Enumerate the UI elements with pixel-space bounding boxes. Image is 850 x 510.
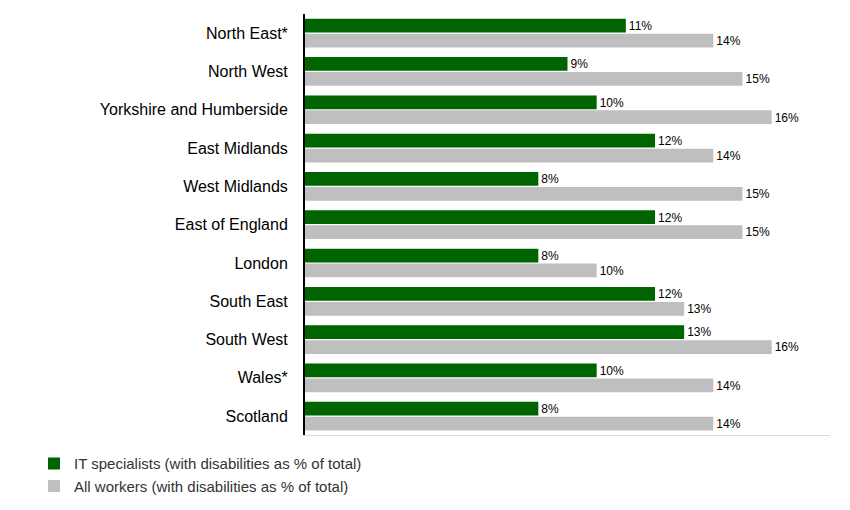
svg-text:Scotland: Scotland — [226, 408, 288, 425]
svg-text:16%: 16% — [775, 340, 799, 354]
svg-text:10%: 10% — [600, 96, 624, 110]
svg-text:15%: 15% — [746, 225, 770, 239]
svg-text:14%: 14% — [716, 34, 740, 48]
svg-text:10%: 10% — [600, 364, 624, 378]
svg-text:South East: South East — [210, 293, 289, 310]
svg-text:East Midlands: East Midlands — [187, 140, 288, 157]
svg-text:West Midlands: West Midlands — [183, 178, 288, 195]
svg-text:12%: 12% — [658, 134, 682, 148]
svg-text:8%: 8% — [541, 249, 559, 263]
svg-text:Yorkshire and Humberside: Yorkshire and Humberside — [100, 101, 288, 118]
svg-text:8%: 8% — [541, 172, 559, 186]
svg-text:12%: 12% — [658, 287, 682, 301]
svg-text:South West: South West — [205, 331, 288, 348]
svg-text:14%: 14% — [716, 379, 740, 393]
svg-text:Wales*: Wales* — [238, 369, 288, 386]
svg-text:East of England: East of England — [175, 216, 288, 233]
svg-text:15%: 15% — [746, 72, 770, 86]
svg-text:8%: 8% — [541, 402, 559, 416]
svg-text:10%: 10% — [600, 264, 624, 278]
svg-text:14%: 14% — [716, 149, 740, 163]
svg-text:14%: 14% — [716, 417, 740, 431]
svg-text:11%: 11% — [629, 19, 652, 33]
svg-text:London: London — [234, 255, 287, 272]
svg-text:North East*: North East* — [206, 25, 288, 42]
svg-text:12%: 12% — [658, 211, 682, 225]
svg-text:North West: North West — [208, 63, 288, 80]
svg-text:IT specialists (with disabilit: IT specialists (with disabilities as % o… — [74, 455, 361, 472]
svg-text:9%: 9% — [571, 57, 589, 71]
svg-text:13%: 13% — [687, 302, 711, 316]
svg-text:15%: 15% — [746, 187, 770, 201]
svg-text:13%: 13% — [687, 325, 711, 339]
svg-text:16%: 16% — [775, 111, 799, 125]
svg-text:All workers (with disabilities: All workers (with disabilities as % of t… — [74, 478, 348, 495]
